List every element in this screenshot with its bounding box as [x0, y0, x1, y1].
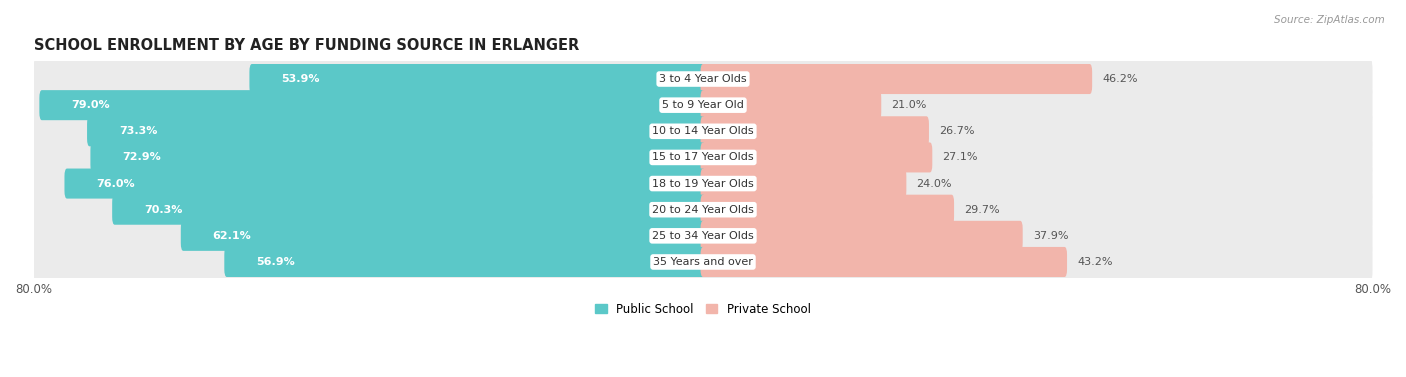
- FancyBboxPatch shape: [34, 57, 1372, 101]
- Text: 20 to 24 Year Olds: 20 to 24 Year Olds: [652, 205, 754, 215]
- Text: 56.9%: 56.9%: [256, 257, 295, 267]
- FancyBboxPatch shape: [700, 169, 907, 199]
- Legend: Public School, Private School: Public School, Private School: [592, 299, 814, 319]
- Text: 43.2%: 43.2%: [1077, 257, 1112, 267]
- Text: SCHOOL ENROLLMENT BY AGE BY FUNDING SOURCE IN ERLANGER: SCHOOL ENROLLMENT BY AGE BY FUNDING SOUR…: [34, 38, 579, 53]
- FancyBboxPatch shape: [700, 90, 882, 120]
- FancyBboxPatch shape: [700, 247, 1067, 277]
- FancyBboxPatch shape: [65, 169, 706, 199]
- Text: 3 to 4 Year Olds: 3 to 4 Year Olds: [659, 74, 747, 84]
- Text: 18 to 19 Year Olds: 18 to 19 Year Olds: [652, 179, 754, 188]
- Text: 35 Years and over: 35 Years and over: [652, 257, 754, 267]
- FancyBboxPatch shape: [39, 90, 706, 120]
- FancyBboxPatch shape: [34, 161, 1372, 206]
- FancyBboxPatch shape: [34, 240, 1372, 284]
- FancyBboxPatch shape: [34, 135, 1372, 180]
- Text: 72.9%: 72.9%: [122, 152, 160, 162]
- FancyBboxPatch shape: [181, 221, 706, 251]
- Text: 37.9%: 37.9%: [1033, 231, 1069, 241]
- Text: 10 to 14 Year Olds: 10 to 14 Year Olds: [652, 126, 754, 136]
- Text: 27.1%: 27.1%: [942, 152, 977, 162]
- FancyBboxPatch shape: [700, 116, 929, 146]
- FancyBboxPatch shape: [700, 143, 932, 172]
- Text: 53.9%: 53.9%: [281, 74, 319, 84]
- Text: 76.0%: 76.0%: [96, 179, 135, 188]
- Text: 62.1%: 62.1%: [212, 231, 252, 241]
- FancyBboxPatch shape: [225, 247, 706, 277]
- FancyBboxPatch shape: [87, 116, 706, 146]
- Text: 29.7%: 29.7%: [965, 205, 1000, 215]
- FancyBboxPatch shape: [249, 64, 706, 94]
- Text: 25 to 34 Year Olds: 25 to 34 Year Olds: [652, 231, 754, 241]
- FancyBboxPatch shape: [700, 221, 1022, 251]
- Text: Source: ZipAtlas.com: Source: ZipAtlas.com: [1274, 15, 1385, 25]
- Text: 5 to 9 Year Old: 5 to 9 Year Old: [662, 100, 744, 110]
- FancyBboxPatch shape: [34, 109, 1372, 154]
- FancyBboxPatch shape: [700, 64, 1092, 94]
- FancyBboxPatch shape: [34, 213, 1372, 258]
- Text: 26.7%: 26.7%: [939, 126, 974, 136]
- FancyBboxPatch shape: [34, 83, 1372, 127]
- FancyBboxPatch shape: [90, 143, 706, 172]
- FancyBboxPatch shape: [700, 195, 955, 225]
- FancyBboxPatch shape: [34, 187, 1372, 232]
- Text: 15 to 17 Year Olds: 15 to 17 Year Olds: [652, 152, 754, 162]
- Text: 70.3%: 70.3%: [143, 205, 183, 215]
- Text: 73.3%: 73.3%: [120, 126, 157, 136]
- Text: 24.0%: 24.0%: [917, 179, 952, 188]
- Text: 46.2%: 46.2%: [1102, 74, 1137, 84]
- Text: 21.0%: 21.0%: [891, 100, 927, 110]
- FancyBboxPatch shape: [112, 195, 706, 225]
- Text: 79.0%: 79.0%: [72, 100, 110, 110]
